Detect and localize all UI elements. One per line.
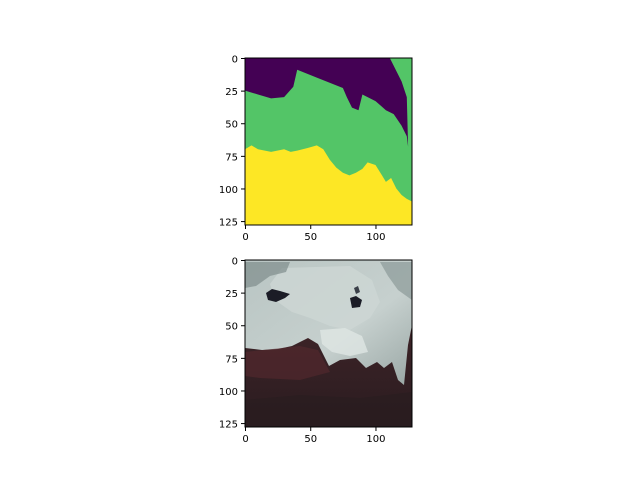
y-tick-label: 125 bbox=[219, 218, 238, 229]
y-tick-label: 25 bbox=[225, 87, 238, 98]
segmentation-axes: 0 50 100 0 25 50 75 100 125 bbox=[219, 55, 413, 244]
satellite-ticks: 0 50 100 0 25 50 75 100 125 bbox=[219, 257, 386, 446]
ice-texture-dark bbox=[245, 262, 290, 288]
y-tick-label: 100 bbox=[219, 387, 238, 398]
y-tick-label: 125 bbox=[219, 420, 238, 431]
class0-region bbox=[245, 58, 409, 147]
y-tick-label: 0 bbox=[232, 257, 238, 268]
water-body-3 bbox=[354, 286, 360, 294]
segmentation-ticks: 0 50 100 0 25 50 75 100 125 bbox=[219, 55, 386, 244]
forest-lower bbox=[245, 392, 412, 427]
x-tick-label: 0 bbox=[242, 434, 248, 445]
y-tick-label: 0 bbox=[232, 55, 238, 66]
ice-light-patch bbox=[320, 328, 368, 356]
satellite-frame bbox=[244, 259, 413, 428]
y-tick-label: 75 bbox=[225, 354, 238, 365]
satellite-axes: 0 50 100 0 25 50 75 100 125 bbox=[219, 257, 413, 446]
x-tick-label: 100 bbox=[366, 434, 385, 445]
class2-region bbox=[245, 145, 412, 225]
y-tick-label: 50 bbox=[225, 120, 238, 131]
y-tick-label: 50 bbox=[225, 322, 238, 333]
water-body-2 bbox=[350, 296, 362, 308]
x-tick-label: 50 bbox=[304, 434, 317, 445]
forest-red-tint bbox=[245, 346, 330, 380]
segmentation-frame bbox=[244, 57, 413, 226]
y-tick-label: 100 bbox=[219, 185, 238, 196]
x-tick-label: 0 bbox=[242, 232, 248, 243]
y-tick-label: 25 bbox=[225, 289, 238, 300]
y-tick-label: 75 bbox=[225, 152, 238, 163]
water-body-1 bbox=[266, 289, 290, 302]
ice-highlight bbox=[270, 266, 380, 330]
x-tick-label: 50 bbox=[304, 232, 317, 243]
x-tick-label: 100 bbox=[366, 232, 385, 243]
satellite-image bbox=[245, 260, 412, 427]
ice-texture-right bbox=[380, 262, 412, 300]
